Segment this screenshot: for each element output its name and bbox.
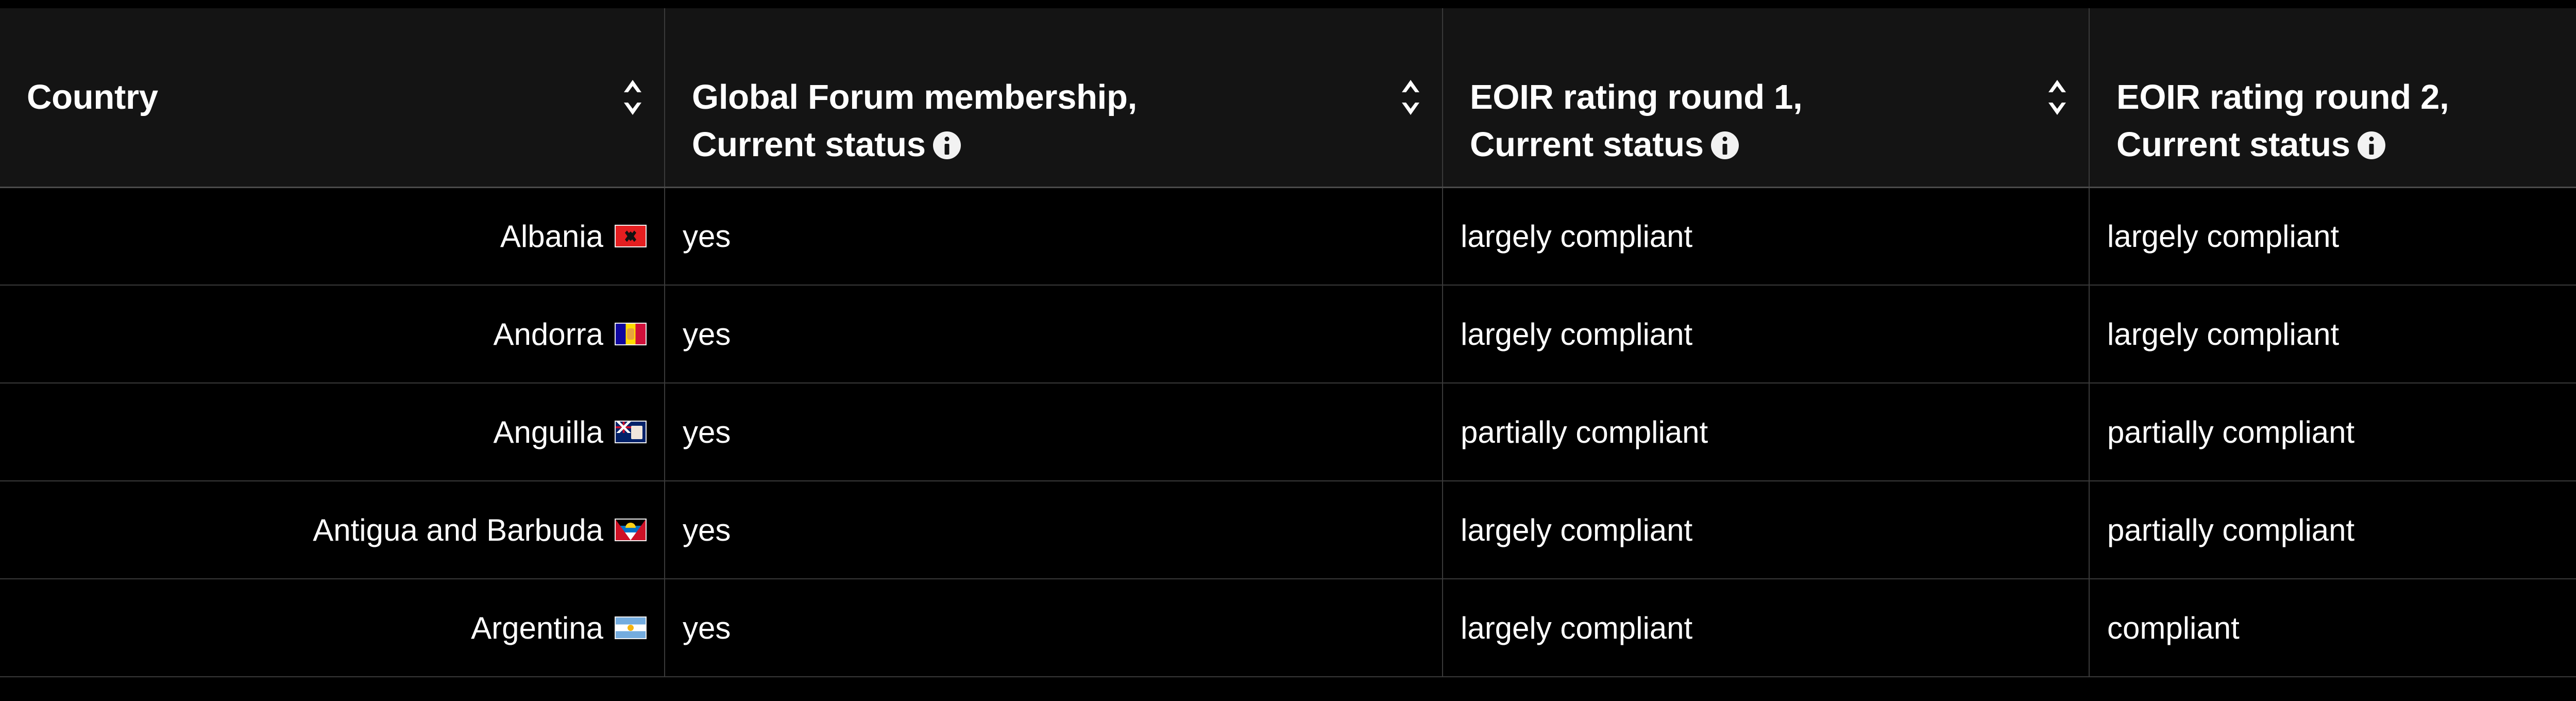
country-name: Albania (500, 219, 603, 254)
info-icon-global-forum-membership[interactable] (933, 131, 961, 159)
table-row[interactable]: Albania yes largely compliant largely co… (0, 187, 2576, 286)
flag-argentina-icon (615, 616, 647, 639)
table-header-row: Country Global Forum membership, Current… (0, 8, 2576, 188)
column-header-country[interactable]: Country (0, 8, 665, 188)
cell-global-forum-membership: yes (665, 285, 1443, 383)
country-name: Anguilla (493, 414, 604, 449)
cell-eoir-round-1: largely compliant (1443, 481, 2090, 579)
column-header-eoir-round-2-label: EOIR rating round 2, Current status (2116, 77, 2449, 164)
cell-eoir-round-1: largely compliant (1443, 579, 2090, 677)
column-header-global-forum-membership-label: Global Forum membership, Current status (692, 77, 1137, 164)
table-row[interactable]: Andorra yes largely compliant largely co… (0, 285, 2576, 383)
cell-global-forum-membership: yes (665, 187, 1443, 286)
table-body: Albania yes largely compliant largely co… (0, 187, 2576, 677)
page-root: Country Global Forum membership, Current… (0, 8, 2576, 701)
column-header-eoir-round-1[interactable]: EOIR rating round 1, Current status (1443, 8, 2090, 188)
cell-country: Andorra (0, 285, 665, 383)
column-header-eoir-round-2[interactable]: EOIR rating round 2, Current status (2089, 8, 2576, 188)
table-row[interactable]: Anguilla yes partially compliant partial… (0, 383, 2576, 481)
flag-anguilla-icon (615, 421, 647, 443)
table-row[interactable]: Argentina yes largely compliant complian… (0, 579, 2576, 677)
sort-updown-icon-country[interactable] (622, 78, 643, 117)
country-status-table: Country Global Forum membership, Current… (0, 8, 2576, 677)
cell-eoir-round-1: largely compliant (1443, 285, 2090, 383)
column-header-global-forum-membership[interactable]: Global Forum membership, Current status (665, 8, 1443, 188)
flag-andorra-icon (615, 323, 647, 345)
cell-country: Argentina (0, 579, 665, 677)
table-header: Country Global Forum membership, Current… (0, 8, 2576, 188)
table-row[interactable]: Antigua and Barbuda yes largely complian… (0, 481, 2576, 579)
cell-eoir-round-1: largely compliant (1443, 187, 2090, 286)
info-icon-eoir-round-1[interactable] (1710, 131, 1739, 159)
cell-eoir-round-2: partially compliant (2089, 481, 2576, 579)
column-header-country-label: Country (27, 77, 158, 116)
cell-eoir-round-2: compliant (2089, 579, 2576, 677)
sort-updown-icon-global-forum-membership[interactable] (1400, 78, 1421, 117)
cell-eoir-round-2: largely compliant (2089, 187, 2576, 286)
flag-albania-icon (615, 225, 647, 248)
info-icon-eoir-round-2[interactable] (2357, 131, 2385, 159)
cell-eoir-round-1: partially compliant (1443, 383, 2090, 481)
flag-antigua-and-barbuda-icon (615, 519, 647, 541)
country-name: Andorra (493, 316, 603, 352)
cell-global-forum-membership: yes (665, 481, 1443, 579)
country-name: Argentina (471, 610, 603, 645)
cell-eoir-round-2: partially compliant (2089, 383, 2576, 481)
cell-global-forum-membership: yes (665, 383, 1443, 481)
cell-country: Anguilla (0, 383, 665, 481)
column-header-eoir-round-1-label: EOIR rating round 1, Current status (1470, 77, 1803, 164)
cell-country: Antigua and Barbuda (0, 481, 665, 579)
sort-updown-icon-eoir-round-1[interactable] (2046, 78, 2068, 117)
cell-eoir-round-2: largely compliant (2089, 285, 2576, 383)
cell-global-forum-membership: yes (665, 579, 1443, 677)
cell-country: Albania (0, 187, 665, 286)
country-name: Antigua and Barbuda (313, 512, 603, 547)
